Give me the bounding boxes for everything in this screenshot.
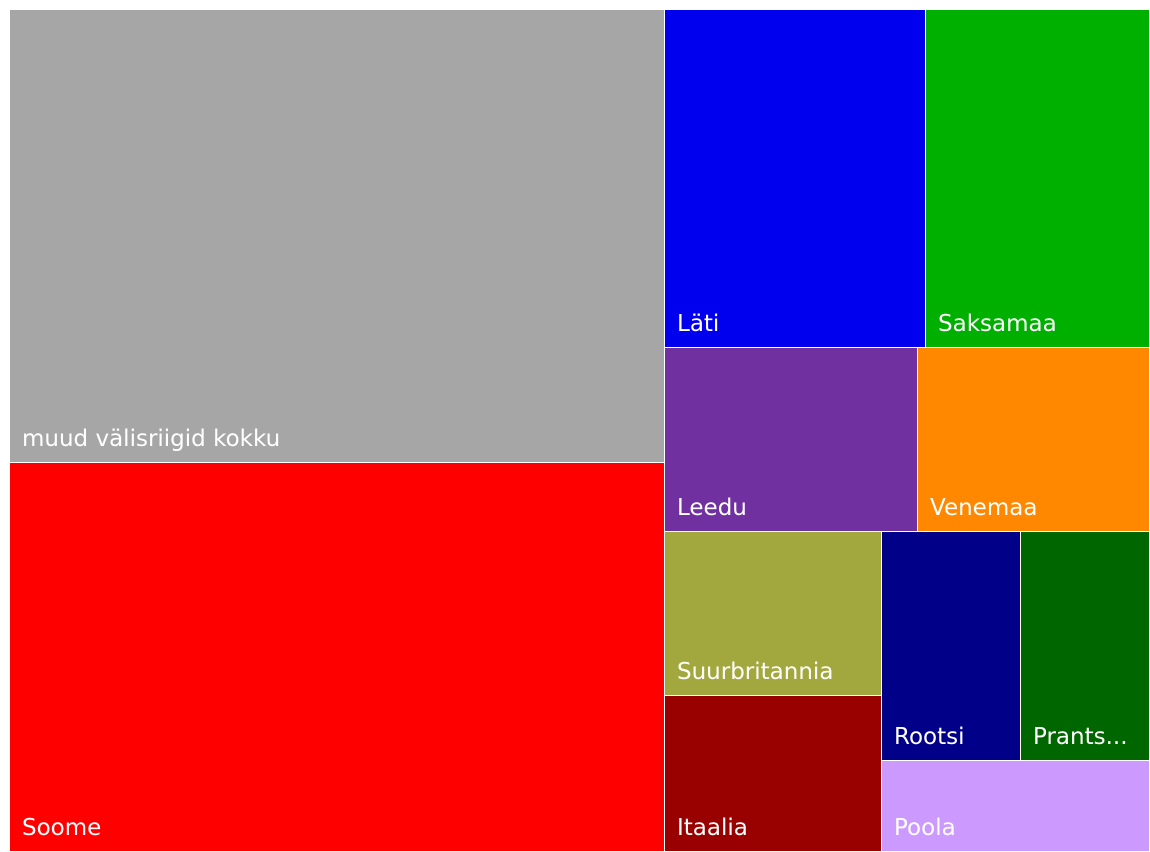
treemap-label-prants: Prants...	[1033, 724, 1128, 751]
treemap-label-poola: Poola	[894, 815, 956, 842]
treemap-label-muud-valisriigid-kokku: muud välisriigid kokku	[22, 426, 281, 453]
treemap-label-suurbritannia: Suurbritannia	[677, 659, 834, 686]
treemap-label-venemaa: Venemaa	[930, 495, 1038, 522]
treemap-cell-lati: Läti	[665, 10, 926, 348]
treemap-label-lati: Läti	[677, 311, 720, 338]
treemap-cell-saksamaa: Saksamaa	[926, 10, 1150, 348]
treemap-label-rootsi: Rootsi	[894, 724, 965, 751]
treemap-cell-leedu: Leedu	[665, 348, 918, 532]
treemap-cell-muud-valisriigid-kokku: muud välisriigid kokku	[10, 10, 665, 463]
treemap-label-saksamaa: Saksamaa	[938, 311, 1057, 338]
treemap-cell-suurbritannia: Suurbritannia	[665, 532, 882, 696]
treemap-cell-poola: Poola	[882, 761, 1150, 852]
treemap-chart: muud välisriigid kokku Soome Läti Saksamaa L…	[10, 10, 1150, 852]
treemap-label-soome: Soome	[22, 815, 102, 842]
treemap-label-leedu: Leedu	[677, 495, 747, 522]
treemap-label-itaalia: Itaalia	[677, 815, 748, 842]
treemap-cell-prants: Prants...	[1021, 532, 1150, 761]
treemap-cell-itaalia: Itaalia	[665, 696, 882, 852]
treemap-cell-venemaa: Venemaa	[918, 348, 1150, 532]
treemap-cell-soome: Soome	[10, 463, 665, 852]
treemap-cell-rootsi: Rootsi	[882, 532, 1021, 761]
